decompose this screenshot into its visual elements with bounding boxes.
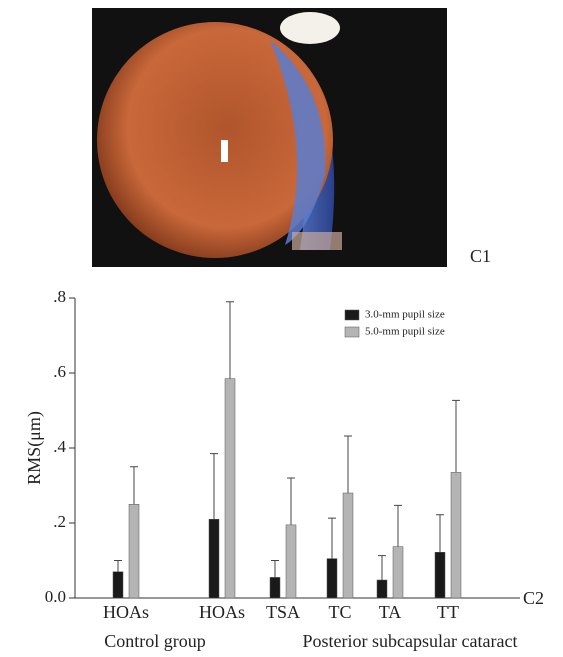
legend-label: 5.0-mm pupil size — [365, 326, 445, 338]
bar — [435, 552, 445, 598]
photo-highlight — [221, 140, 228, 162]
x-tick-label: TSA — [266, 602, 300, 622]
y-tick-label: 0.0 — [45, 587, 66, 606]
legend-label: 3.0-mm pupil size — [365, 309, 445, 321]
panel-label: C1 — [470, 246, 491, 266]
x-tick-label: TC — [328, 602, 351, 622]
bar — [113, 572, 123, 598]
x-tick-label: TT — [437, 602, 459, 622]
y-tick-label: .4 — [53, 437, 66, 456]
bar — [393, 547, 403, 598]
bar — [343, 493, 353, 598]
bar — [377, 580, 387, 598]
x-tick-label: HOAs — [103, 602, 149, 622]
y-tick-label: .8 — [53, 287, 66, 306]
page: {"panel_labels": {"photo": "C1", "chart"… — [0, 0, 563, 657]
x-tick-label: TA — [379, 602, 402, 622]
bar — [209, 519, 219, 598]
x-tick-label: HOAs — [199, 602, 245, 622]
legend-swatch — [345, 327, 359, 337]
slit-lamp-photo — [92, 8, 447, 267]
group-label: Posterior subcapsular cataract — [303, 631, 518, 651]
photo-reflection — [280, 12, 340, 44]
y-tick-label: .6 — [53, 362, 66, 381]
bar — [270, 577, 280, 598]
panel-label: C2 — [523, 588, 544, 608]
bar — [451, 472, 461, 598]
photo-reflection — [292, 232, 342, 250]
legend-swatch — [345, 310, 359, 320]
figure: C1 C2 RMS(μm) 0.0 .2 .4 .6 .8 HOAs HOAs TSA TC TA… — [0, 0, 563, 657]
y-tick-label: .2 — [53, 512, 66, 531]
bar — [225, 379, 235, 598]
bar — [327, 559, 337, 598]
bar — [286, 525, 296, 598]
y-axis-label: RMS(μm) — [24, 411, 45, 485]
bar — [129, 504, 139, 598]
group-label: Control group — [104, 631, 206, 651]
